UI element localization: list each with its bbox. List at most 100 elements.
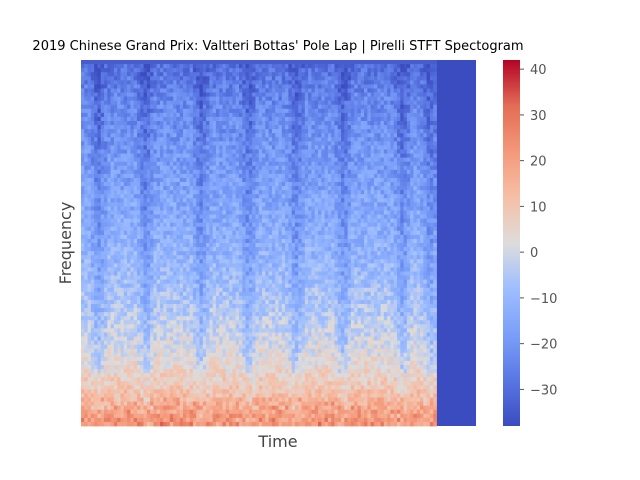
heatmap-cell: [123, 299, 128, 305]
heatmap-cell: [183, 80, 187, 85]
heatmap-cell: [156, 108, 161, 114]
heatmap-cell: [110, 226, 115, 232]
heatmap-cell: [245, 133, 250, 138]
heatmap-cell: [143, 385, 148, 390]
heatmap-cell: [212, 141, 217, 146]
heatmap-cell: [229, 316, 233, 321]
heatmap-cell: [156, 137, 161, 142]
heatmap-cell: [222, 421, 227, 427]
heatmap-cell: [199, 401, 204, 407]
heatmap-cell: [87, 299, 92, 305]
heatmap-cell: [258, 226, 263, 232]
heatmap-cell: [130, 417, 135, 423]
heatmap-cell: [179, 413, 184, 419]
heatmap-cell: [255, 324, 260, 329]
heatmap-cell: [117, 133, 121, 138]
heatmap-cell: [140, 84, 144, 89]
heatmap-cell: [206, 263, 210, 268]
heatmap-cell: [107, 312, 112, 317]
heatmap-cell: [179, 299, 184, 305]
heatmap-cell: [225, 104, 230, 110]
heatmap-cell: [209, 356, 214, 362]
heatmap-cell: [173, 80, 177, 85]
heatmap-cell: [84, 88, 88, 93]
heatmap-cell: [136, 381, 141, 386]
heatmap-cell: [242, 222, 246, 228]
heatmap-cell: [262, 210, 266, 215]
heatmap-cell: [117, 165, 121, 171]
heatmap-cell: [215, 308, 220, 313]
heatmap-cell: [196, 336, 200, 341]
heatmap-cell: [130, 112, 135, 118]
heatmap-cell: [110, 92, 115, 97]
heatmap-cell: [225, 393, 230, 398]
heatmap-cell: [163, 157, 167, 163]
heatmap-cell: [169, 243, 174, 248]
heatmap-cell: [225, 206, 230, 211]
heatmap-cell: [219, 405, 223, 411]
heatmap-cell: [123, 369, 128, 374]
heatmap-cell: [107, 108, 112, 114]
heatmap-cell: [239, 320, 243, 325]
heatmap-cell: [113, 275, 118, 280]
heatmap-cell: [235, 60, 240, 65]
heatmap-cell: [87, 226, 92, 232]
heatmap-cell: [140, 177, 144, 183]
heatmap-cell: [150, 320, 154, 325]
heatmap-cell: [169, 60, 174, 65]
heatmap-cell: [215, 72, 220, 77]
heatmap-cell: [146, 393, 151, 398]
heatmap-cell: [196, 263, 200, 268]
heatmap-cell: [248, 369, 253, 374]
heatmap-cell: [130, 279, 135, 285]
heatmap-cell: [176, 226, 181, 232]
heatmap-cell: [255, 214, 260, 219]
heatmap-cell: [179, 182, 184, 187]
heatmap-cell: [166, 137, 171, 142]
heatmap-cell: [163, 165, 167, 171]
heatmap-cell: [123, 413, 128, 419]
heatmap-cell: [94, 255, 98, 260]
heatmap-cell: [232, 194, 237, 199]
heatmap-cell: [127, 389, 131, 394]
heatmap-cell: [84, 133, 88, 138]
heatmap-cell: [229, 92, 233, 97]
heatmap-cell: [179, 320, 184, 325]
heatmap-cell: [160, 116, 164, 122]
heatmap-cell: [225, 332, 230, 337]
heatmap-cell: [192, 409, 197, 415]
heatmap-cell: [169, 283, 174, 289]
heatmap-cell: [104, 218, 108, 224]
heatmap-cell: [110, 413, 115, 419]
heatmap-cell: [104, 222, 108, 228]
heatmap-cell: [166, 348, 171, 354]
heatmap-cell: [146, 340, 151, 346]
heatmap-cell: [81, 283, 85, 289]
heatmap-cell: [229, 247, 233, 252]
heatmap-cell: [192, 283, 197, 289]
heatmap-cell: [225, 222, 230, 228]
heatmap-cell: [242, 259, 246, 264]
heatmap-cell: [143, 80, 148, 85]
heatmap-cell: [140, 316, 144, 321]
heatmap-cell: [117, 222, 121, 228]
heatmap-cell: [206, 409, 210, 415]
heatmap-cell: [199, 267, 204, 272]
heatmap-cell: [209, 68, 214, 73]
heatmap-cell: [255, 255, 260, 260]
heatmap-cell: [179, 100, 184, 106]
heatmap-cell: [156, 100, 161, 106]
heatmap-cell: [90, 153, 95, 158]
heatmap-cell: [94, 68, 98, 73]
heatmap-cell: [176, 177, 181, 183]
heatmap-cell: [179, 112, 184, 118]
heatmap-cell: [163, 230, 167, 236]
heatmap-cell: [209, 182, 214, 187]
heatmap-cell: [183, 141, 187, 146]
heatmap-cell: [81, 88, 85, 93]
heatmap-cell: [189, 352, 194, 358]
heatmap-cell: [81, 259, 85, 264]
heatmap-cell: [248, 72, 253, 77]
heatmap-cell: [202, 251, 207, 256]
heatmap-cell: [173, 251, 177, 256]
